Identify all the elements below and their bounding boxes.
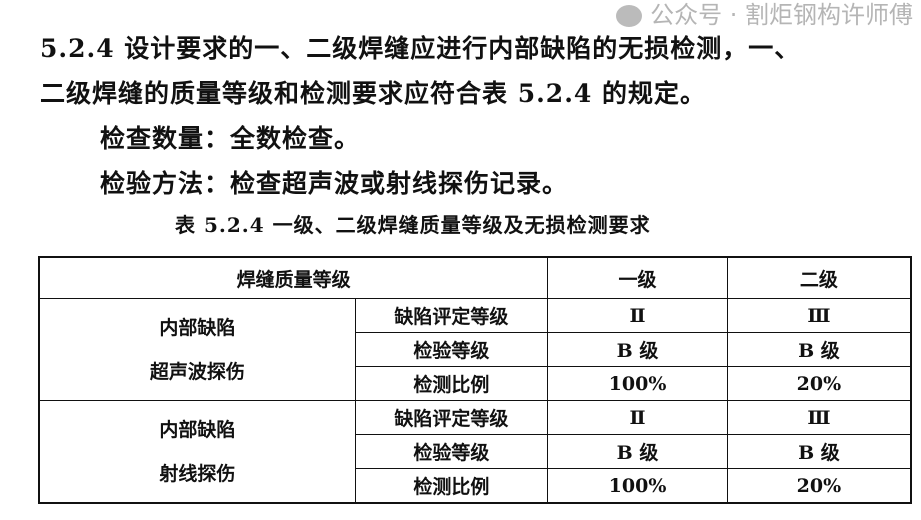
row-value-grade2: Ⅲ <box>726 298 912 333</box>
table-caption: 表 5.2.4 一级、二级焊缝质量等级及无损检测要求 <box>175 213 651 237</box>
group-ultrasonic: 内部缺陷 超声波探伤 <box>38 298 356 401</box>
table-row: 检验等级 B 级 B 级 <box>39 434 912 469</box>
row-value-grade2: 20% <box>726 366 912 401</box>
row-value-grade1: Ⅱ <box>547 400 728 435</box>
header-grade2: 二级 <box>726 256 912 299</box>
clause-text-line2: 二级焊缝的质量等级和检测要求应符合表 5.2.4 的规定。 <box>40 79 707 108</box>
row-value-grade2: Ⅲ <box>726 400 912 435</box>
group-name: 内部缺陷 <box>159 418 236 441</box>
table-row: 检测比例 100% 20% <box>39 468 912 504</box>
table-row: 检测比例 100% 20% <box>39 366 912 401</box>
table-header-row: 焊缝质量等级 一级 二级 <box>38 256 912 299</box>
group-name: 超声波探伤 <box>149 360 245 383</box>
row-value-grade2: 20% <box>726 468 912 504</box>
inspection-quantity: 检查数量：全数检查。 <box>100 124 361 153</box>
row-item: 缺陷评定等级 <box>354 400 549 435</box>
row-item: 检验等级 <box>354 434 549 469</box>
clause-text-line1: 5.2.4 设计要求的一、二级焊缝应进行内部缺陷的无损检测，一、 <box>40 34 801 63</box>
group-radiographic: 内部缺陷 射线探伤 <box>38 400 356 504</box>
header-label: 焊缝质量等级 <box>38 256 549 299</box>
weld-quality-table: 焊缝质量等级 一级 二级 内部缺陷 超声波探伤 缺陷评定等级 Ⅱ Ⅲ 检验等级 B… <box>38 256 912 504</box>
row-item: 检测比例 <box>354 468 549 504</box>
row-value-grade1: 100% <box>547 366 728 401</box>
row-value-grade1: Ⅱ <box>547 298 728 333</box>
row-item: 缺陷评定等级 <box>354 298 549 333</box>
row-value-grade1: B 级 <box>547 332 728 367</box>
group-name: 射线探伤 <box>159 462 236 485</box>
row-item: 检验等级 <box>354 332 549 367</box>
row-value-grade2: B 级 <box>726 434 912 469</box>
header-grade1: 一级 <box>547 256 728 299</box>
table-row: 内部缺陷超声波探伤 缺陷评定等级 Ⅱ Ⅲ <box>38 298 912 401</box>
table-row: 检验等级 B 级 B 级 <box>39 332 912 367</box>
row-value-grade1: 100% <box>547 468 728 504</box>
watermark-text: 公众号 · 割炬钢构许师傅 <box>650 1 913 29</box>
row-value-grade2: B 级 <box>726 332 912 367</box>
wechat-icon <box>616 5 643 27</box>
table-row: 内部缺陷射线探伤 缺陷评定等级 Ⅱ Ⅲ <box>38 400 912 504</box>
row-item: 检测比例 <box>354 366 549 401</box>
watermark: 公众号 · 割炬钢构许师傅 <box>616 0 913 30</box>
group-name: 内部缺陷 <box>159 316 236 339</box>
row-value-grade1: B 级 <box>547 434 728 469</box>
inspection-method: 检验方法：检查超声波或射线探伤记录。 <box>100 169 569 198</box>
